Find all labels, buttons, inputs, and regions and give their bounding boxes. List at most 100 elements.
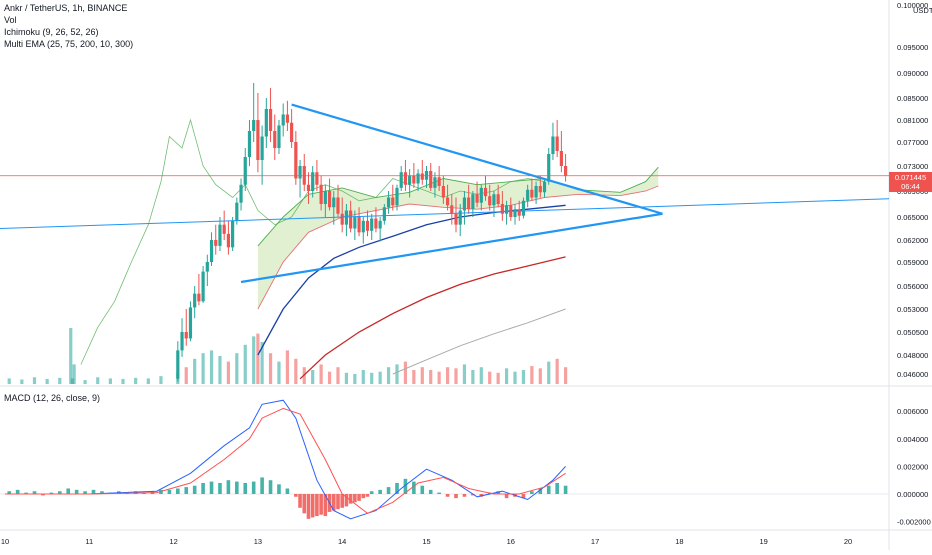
volume-bar <box>420 367 424 384</box>
price-tick-label: 0.085000 <box>897 94 928 103</box>
volume-bar <box>378 371 382 384</box>
candle-body <box>365 220 370 231</box>
candle-body <box>281 114 285 126</box>
volume-bar <box>20 379 24 384</box>
macd-histogram-bar <box>563 485 568 494</box>
candle-body <box>306 184 311 191</box>
macd-histogram-bar <box>378 489 382 494</box>
macd-histogram-bar <box>32 491 37 494</box>
candle-body <box>555 136 559 151</box>
candle-body <box>285 114 290 123</box>
macd-histogram-bar <box>74 489 79 494</box>
price-tick-label: 0.059000 <box>897 258 928 267</box>
macd-histogram-bar <box>15 489 20 494</box>
macd-tick-label: 0.000000 <box>897 490 928 499</box>
macd-histogram-bar <box>57 491 62 494</box>
volume-bar <box>496 372 500 384</box>
volume-bar <box>488 371 492 384</box>
price-tick-label: 0.081000 <box>897 116 928 125</box>
macd-histogram-bar <box>454 494 458 499</box>
volume-bar <box>45 378 49 384</box>
candle-body <box>188 307 193 339</box>
price-tick-label: 0.090000 <box>897 69 928 78</box>
volume-bar <box>563 367 568 384</box>
candle-body <box>201 271 205 302</box>
candle-body <box>311 172 315 191</box>
macd-pane <box>0 399 889 520</box>
volume-legend: Vol <box>4 15 17 25</box>
macd-histogram-bar <box>91 489 96 494</box>
candle-body <box>450 205 454 214</box>
volume-bar <box>327 371 332 384</box>
price-unit-label: USDT <box>913 6 932 15</box>
candle-body <box>462 197 467 211</box>
candle-body <box>551 136 555 154</box>
candle-body <box>471 194 475 210</box>
macd-histogram-bar <box>251 481 256 494</box>
macd-histogram-bar <box>361 494 366 499</box>
macd-histogram-bar <box>167 489 172 494</box>
candle-body <box>542 181 547 193</box>
macd-histogram-bar <box>462 494 467 497</box>
candle-body <box>344 210 349 225</box>
macd-histogram-bar <box>428 489 433 494</box>
macd-histogram-bar <box>437 492 441 494</box>
volume-bar <box>445 367 450 384</box>
time-tick-label: 16 <box>507 537 515 546</box>
candle-body <box>247 131 252 157</box>
candle-body <box>534 186 538 198</box>
volume-bar <box>403 361 408 384</box>
candle-body <box>353 217 357 229</box>
last-price-value: 0.071445 <box>894 173 927 182</box>
candle-body <box>180 332 184 351</box>
macd-tick-label: 0.002000 <box>897 462 928 471</box>
volume-bars <box>7 328 568 384</box>
macd-histogram-bar <box>310 494 315 518</box>
volume-bar <box>209 350 214 384</box>
candle-body <box>290 122 294 142</box>
volume-bar <box>361 370 365 384</box>
macd-histogram-bar <box>235 481 239 494</box>
macd-histogram-bar <box>294 494 298 497</box>
candle-body <box>530 189 534 198</box>
volume-bar <box>184 367 188 384</box>
macd-histogram-bar <box>365 494 370 497</box>
candle-body <box>496 194 500 204</box>
candle-body <box>298 166 302 179</box>
volume-bar <box>69 328 73 384</box>
macd-histogram-bar <box>192 485 197 494</box>
macd-histogram-bar <box>504 494 509 499</box>
macd-histogram-bar <box>348 494 353 504</box>
candle-body <box>260 136 264 160</box>
volume-bar <box>336 367 340 384</box>
macd-histogram-bar <box>555 482 559 494</box>
price-tick-label: 0.077000 <box>897 138 928 147</box>
candle-body <box>458 210 462 225</box>
candle-body <box>467 197 471 210</box>
time-tick-label: 20 <box>844 537 852 546</box>
candle-body <box>416 173 420 184</box>
price-tick-label: 0.048000 <box>897 351 928 360</box>
ichimoku-cloud <box>257 167 659 309</box>
candle-body <box>273 131 277 148</box>
macd-histogram-bar <box>386 487 391 494</box>
volume-bar <box>72 364 76 384</box>
volume-bar <box>268 353 273 384</box>
price-tick-label: 0.050500 <box>897 328 928 337</box>
macd-histogram-bar <box>323 494 328 517</box>
candle-body <box>340 213 344 225</box>
candle-body <box>277 125 281 148</box>
macd-histogram-bar <box>226 480 231 494</box>
macd-histogram-bar <box>420 485 425 494</box>
macd-histogram-bar <box>24 492 28 494</box>
macd-histogram-bar <box>344 494 349 507</box>
volume-bar <box>146 378 150 384</box>
volume-bar <box>32 377 37 384</box>
symbol-title: Ankr / TetherUS, 1h, BINANCE <box>4 3 128 13</box>
price-tick-label: 0.065000 <box>897 213 928 222</box>
ichimoku-span-a <box>257 166 659 247</box>
volume-bar <box>353 373 357 384</box>
candle-body <box>454 213 458 225</box>
